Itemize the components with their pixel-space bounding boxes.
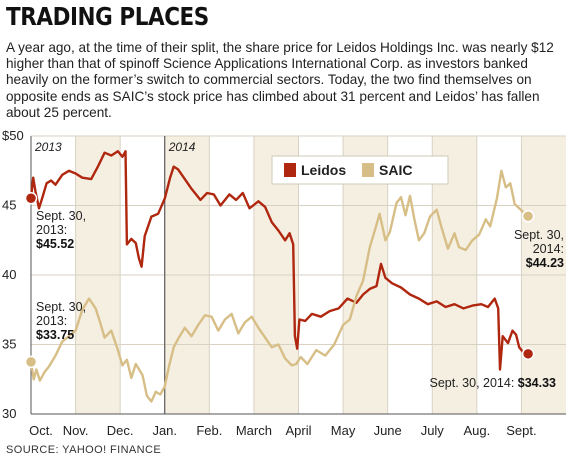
x-tick-label: Nov. [63, 423, 89, 438]
series-marker-leidos-end [521, 347, 535, 361]
y-tick-label: $50 [2, 128, 24, 143]
annotation-leidos-start-line1: Sept. 30, [36, 209, 86, 223]
x-tick-label: June [374, 423, 402, 438]
series-line-saic [29, 169, 529, 403]
legend: Leidos SAIC [271, 155, 449, 185]
annotation-leidos-end: Sept. 30, 2014: $34.33 [430, 376, 557, 390]
series-marker-saic-end [521, 209, 535, 223]
chart-source: SOURCE: YAHOO! FINANCE [6, 444, 162, 456]
year-label: 2013 [34, 140, 62, 154]
series-marker-saic-start [24, 355, 38, 369]
y-tick-label: 35 [2, 337, 16, 352]
axes: 30 35 40 45 $50 2013 2014 Oct. Nov. Dec. Jan. Feb. M… [2, 128, 566, 438]
x-tick-label: Dec. [107, 423, 134, 438]
year-label: 2014 [168, 140, 196, 154]
annotation-saic-end-line2: 2014: [533, 242, 564, 256]
series-line-leidos [29, 150, 529, 371]
x-tick-label: March [236, 423, 272, 438]
legend-swatch-saic [362, 163, 374, 177]
legend-label-saic: SAIC [379, 162, 412, 178]
legend-box [271, 155, 449, 185]
x-tick-label: Aug. [463, 423, 490, 438]
legend-swatch-leidos [284, 163, 296, 177]
x-tick-label: May [331, 423, 356, 438]
y-tick-label: 40 [2, 267, 16, 282]
chart-subtitle: A year ago, at the time of their split, … [6, 40, 554, 120]
annotation-saic-start-line1: Sept. 30, [36, 300, 86, 314]
annotation-saic-start-value: $33.75 [36, 328, 74, 342]
legend-label-leidos: Leidos [301, 162, 346, 178]
chart-title: TRADING PLACES [6, 2, 209, 31]
x-tick-label: Jan. [152, 423, 177, 438]
annotation-saic-end-value: $44.23 [526, 256, 564, 270]
annotation-saic-end-line1: Sept. 30, [514, 228, 564, 242]
x-tick-label: April [285, 423, 311, 438]
series-lines [24, 150, 535, 403]
x-tick-label: Feb. [196, 423, 222, 438]
annotation-leidos-start-line2: 2013: [36, 223, 67, 237]
annotation-leidos-end-value: $34.33 [518, 376, 556, 390]
x-tick-label: July [421, 423, 445, 438]
x-tick-label: Oct. [29, 423, 53, 438]
annotation-saic-start-line2: 2013: [36, 314, 67, 328]
series-marker-leidos-start [24, 192, 38, 205]
x-tick-label: Sept. [506, 423, 536, 438]
y-tick-label: 30 [2, 406, 16, 421]
annotation-leidos-end-label: Sept. 30, 2014: [430, 376, 518, 390]
annotation-leidos-start-value: $45.52 [36, 237, 74, 251]
y-tick-label: 45 [2, 198, 16, 213]
